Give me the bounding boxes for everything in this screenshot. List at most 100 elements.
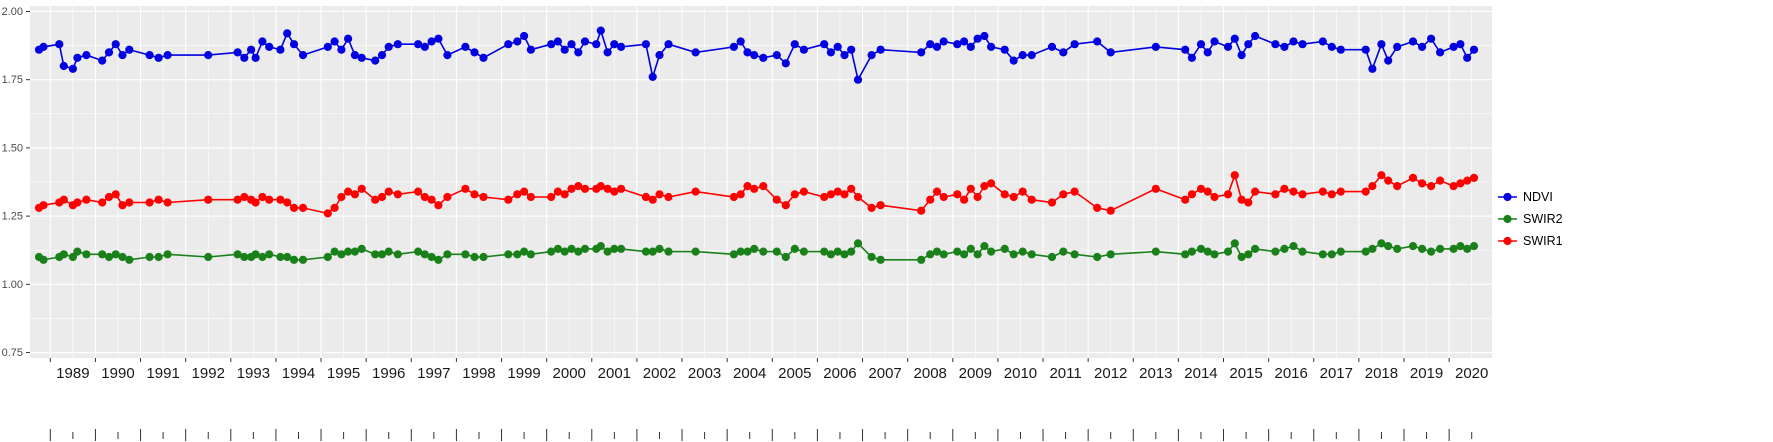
ndvi-point [233, 48, 242, 57]
swir2-point [574, 247, 583, 256]
ndvi-point [1336, 45, 1345, 54]
swir2-point [39, 255, 48, 264]
swir1-point [973, 192, 982, 202]
swir2-point [603, 247, 612, 256]
swir2-point [1298, 247, 1307, 256]
legend-item-swir1: SWIR1 [1498, 234, 1563, 248]
swir1-point [1377, 171, 1386, 180]
swir1-point [357, 184, 366, 193]
swir1-point [233, 195, 242, 204]
ndvi-point [840, 51, 849, 60]
ndvi-point [344, 34, 353, 43]
ndvi-point [1361, 45, 1370, 54]
swir1-point [847, 184, 856, 193]
swir2-point [953, 247, 962, 256]
swir2-point [1368, 244, 1377, 253]
ndvi-point [470, 48, 479, 57]
ndvi-point [610, 40, 619, 49]
ndvi-point [1368, 64, 1377, 73]
ndvi-point [1181, 45, 1190, 54]
swir2-point [781, 252, 790, 262]
swir1-point [939, 192, 948, 202]
swir1-point [240, 192, 249, 202]
swir2-point [104, 252, 114, 262]
ndvi-point [1009, 56, 1018, 65]
swir2-point [1093, 252, 1102, 262]
swir2-point [826, 250, 836, 259]
swir2-point [1318, 250, 1327, 259]
ndvi-point [691, 48, 700, 57]
swir1-point [1368, 182, 1377, 191]
swir2-point [1427, 247, 1436, 256]
swir2-point [420, 250, 429, 259]
swir1-point [145, 198, 154, 207]
x-axis-label: 2012 [1094, 365, 1127, 382]
ndvi-point [323, 42, 332, 52]
swir2-point [926, 250, 935, 259]
ndvi-point [289, 40, 299, 49]
swir1-point [1203, 187, 1212, 196]
swir2-point [59, 250, 68, 259]
swir1-point [567, 184, 576, 193]
ndvi-point [104, 48, 114, 57]
swir2-point [691, 247, 700, 256]
swir2-point [840, 250, 849, 259]
swir2-point [289, 255, 299, 264]
ndvi-point [283, 29, 292, 38]
swir1-point [104, 192, 114, 202]
swir1-point [574, 182, 583, 191]
swir2-point [790, 244, 799, 253]
ndvi-point [1393, 42, 1402, 52]
swir2-point [1408, 242, 1418, 251]
ndvi-point [1408, 37, 1418, 46]
ndvi-point [59, 61, 68, 71]
ndvi-point [1427, 34, 1436, 43]
ndvi-point [648, 72, 657, 81]
swir2-point [233, 250, 242, 259]
ndvi-point [547, 40, 556, 49]
swir1-point [790, 190, 799, 199]
swir1-point [443, 192, 452, 202]
swir2-point [1251, 244, 1260, 253]
ndvi-point [1059, 48, 1068, 57]
ndvi-point [1289, 37, 1298, 46]
ndvi-point [384, 42, 393, 52]
swir2-point [917, 255, 926, 264]
y-axis-label: 0.75 [2, 347, 23, 359]
ndvi-point [68, 64, 77, 73]
ndvi-point [414, 40, 423, 49]
swir1-point [350, 190, 359, 199]
ndvi-point [560, 45, 569, 54]
ndvi-point [265, 42, 274, 52]
swir2-point [655, 244, 664, 253]
swir2-point [98, 250, 107, 259]
swir1-point [1418, 179, 1427, 188]
swir1-point [759, 182, 768, 191]
swir1-point [1151, 184, 1160, 193]
legend-key-point [1503, 214, 1512, 224]
swir2-point [1463, 244, 1472, 253]
swir2-point [799, 247, 809, 256]
swir2-point [736, 247, 745, 256]
ndvi-point [820, 40, 829, 49]
ndvi-point [1018, 51, 1027, 60]
swir1-point [553, 187, 563, 196]
swir1-point [204, 195, 213, 204]
ndvi-point [664, 40, 673, 49]
swir1-point [504, 195, 513, 204]
ndvi-point [799, 45, 809, 54]
swir2-point [820, 247, 829, 256]
swir2-point [504, 250, 513, 259]
swir1-point [258, 192, 267, 202]
swir2-point [867, 252, 876, 262]
swir1-point [750, 184, 759, 193]
x-axis-label: 1991 [146, 365, 179, 382]
legend: NDVI SWIR2 SWIR1 [1498, 190, 1563, 248]
legend-label: SWIR2 [1523, 212, 1563, 226]
swir2-point [393, 250, 402, 259]
x-axis-label: 2018 [1365, 365, 1398, 382]
swir1-point [655, 190, 664, 199]
ndvi-point [1223, 42, 1233, 52]
ndvi-point [357, 53, 366, 62]
swir1-point [470, 190, 479, 199]
